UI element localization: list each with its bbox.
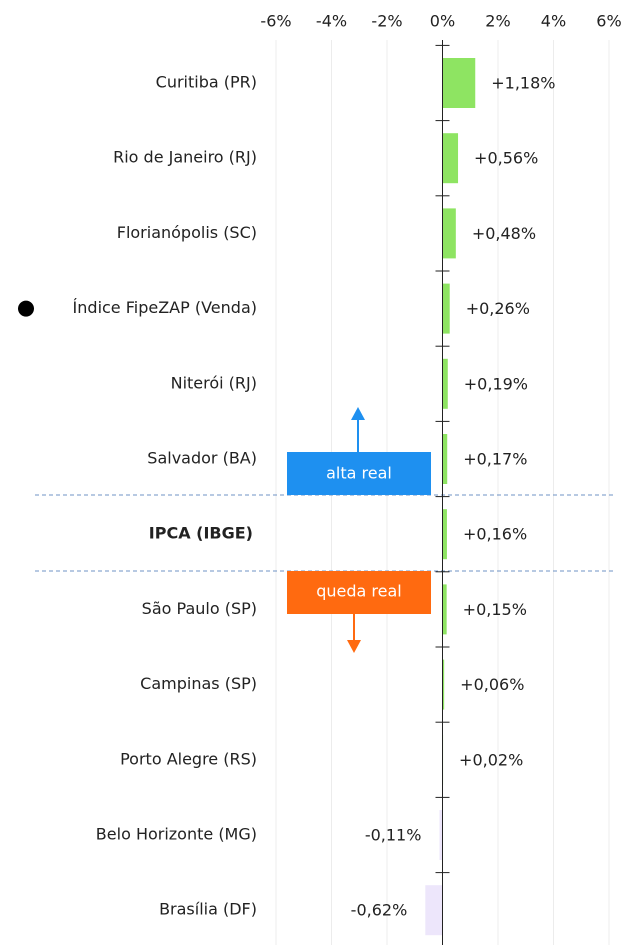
category-label: Niterói (RJ) [171, 373, 257, 392]
arrow-head [347, 640, 361, 653]
marker-dot [18, 300, 34, 317]
bar [425, 885, 443, 936]
category-label: Campinas (SP) [140, 674, 257, 693]
value-label: +0,26% [466, 299, 530, 318]
annotation: queda real [316, 582, 402, 601]
bar [442, 509, 447, 560]
bar [442, 358, 448, 409]
category-label: Porto Alegre (RS) [120, 749, 257, 768]
category-label: São Paulo (SP) [142, 599, 257, 618]
value-label: -0,62% [351, 901, 408, 920]
x-tick-label: 6% [596, 12, 621, 31]
annotation: alta real [326, 464, 392, 483]
bar [442, 584, 447, 635]
category-label: Florianópolis (SC) [117, 223, 257, 242]
value-label: -0,11% [365, 826, 422, 845]
annotation-box [287, 571, 431, 614]
x-tick-label: -2% [371, 12, 402, 31]
x-tick-label: 4% [541, 12, 566, 31]
value-label: +0,15% [463, 600, 527, 619]
category-label: Salvador (BA) [147, 449, 257, 468]
annotation-box [287, 452, 431, 495]
bar [442, 208, 456, 259]
value-label: +1,18% [491, 74, 555, 93]
x-tick-label: 0% [430, 12, 455, 31]
bar [442, 133, 459, 184]
category-label: Índice FipeZAP (Venda) [73, 298, 257, 317]
bar [442, 659, 445, 710]
x-tick-label: 2% [485, 12, 510, 31]
bar [439, 810, 443, 860]
category-label: IPCA (IBGE) [149, 524, 253, 543]
x-tick-label: -6% [260, 12, 291, 31]
category-label: Rio de Janeiro (RJ) [113, 148, 257, 167]
category-label: Belo Horizonte (MG) [96, 825, 257, 844]
value-label: +0,06% [460, 675, 524, 694]
category-label: Curitiba (PR) [156, 73, 257, 92]
bar [442, 58, 476, 108]
value-label: +0,16% [463, 525, 527, 544]
x-tick-label: -4% [316, 12, 347, 31]
value-label: +0,56% [474, 149, 538, 168]
category-label: Brasília (DF) [159, 900, 257, 919]
bar [442, 434, 448, 484]
value-label: +0,48% [472, 224, 536, 243]
value-label: +0,19% [464, 374, 528, 393]
value-label: +0,02% [459, 750, 523, 769]
bar [442, 283, 450, 334]
arrow-head [351, 407, 365, 420]
value-label: +0,17% [463, 450, 527, 469]
